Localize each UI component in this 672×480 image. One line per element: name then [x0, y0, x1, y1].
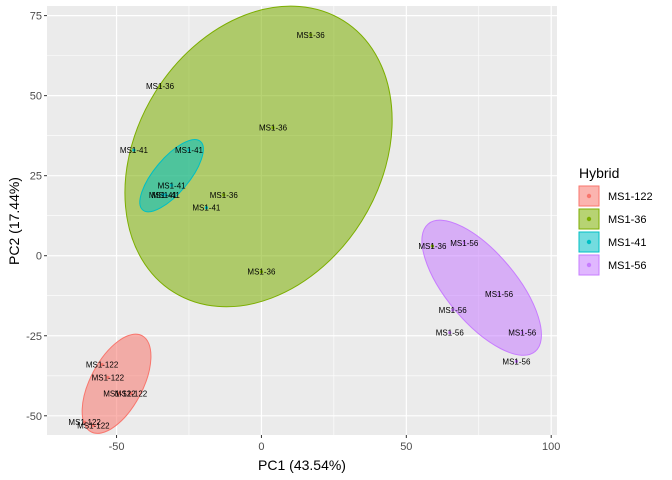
point-ms1-41	[204, 206, 208, 210]
legend-title: Hybrid	[579, 165, 619, 181]
x-tick-label: 100	[542, 441, 560, 453]
legend-label-ms1-41: MS1-41	[608, 237, 647, 249]
legend-label-ms1-36: MS1-36	[608, 214, 647, 226]
y-tick-label: -25	[26, 331, 42, 343]
legend-dot-ms1-36	[586, 216, 592, 222]
legend-dot-ms1-56	[586, 262, 592, 268]
point-ms1-41	[164, 193, 168, 197]
y-tick-label: 25	[30, 171, 42, 183]
legend-label-ms1-122: MS1-122	[608, 191, 653, 203]
point-ms1-36	[158, 84, 162, 88]
x-axis-title: PC1 (43.54%)	[258, 457, 346, 473]
point-label: MS1-36	[146, 82, 175, 91]
point-label: MS1-122	[92, 373, 125, 382]
point-label: MS1-41	[120, 146, 149, 155]
point-ms1-36	[430, 244, 434, 248]
point-label: MS1-41	[175, 146, 204, 155]
point-label: MS1-41	[158, 181, 187, 190]
point-ms1-122	[117, 391, 122, 395]
x-tick-label: 50	[400, 441, 412, 453]
point-label: MS1-56	[502, 357, 531, 366]
y-tick-label: 0	[36, 251, 42, 263]
legend-dot-ms1-122	[586, 193, 592, 199]
y-tick-label: 75	[30, 11, 42, 23]
ellipse-ms1-56	[421, 219, 542, 356]
point-label: MS1-122	[115, 389, 148, 398]
point-label: MS1-122	[86, 361, 119, 370]
point-ms1-36	[309, 33, 313, 37]
y-tick-label: -50	[26, 411, 42, 423]
point-ms1-122	[83, 420, 87, 424]
point-ms1-36	[222, 193, 226, 197]
ellipse-ms1-41	[139, 139, 204, 213]
point-ms1-122	[106, 375, 110, 379]
x-axis-ticks: -50 0 50 100	[109, 435, 560, 453]
point-ms1-56	[514, 359, 519, 363]
y-axis-ticks: -50 -25 0 25 50 75	[26, 11, 47, 423]
point-ms1-56	[520, 330, 524, 335]
x-tick-label: -50	[109, 441, 125, 453]
point-ms1-41	[161, 193, 165, 197]
point-label: MS1-122	[77, 421, 110, 430]
point-labels: MS1-122MS1-122MS1-122MS1-122MS1-122MS1-1…	[68, 31, 536, 431]
legend: Hybrid MS1-122 MS1-36 MS1-41 MS1-56	[578, 165, 653, 276]
point-ms1-56	[462, 241, 466, 245]
point-label: MS1-36	[210, 191, 239, 200]
point-label: MS1-41	[149, 191, 178, 200]
point-label: MS1-36	[297, 31, 326, 40]
point-label: MS1-122	[68, 418, 101, 427]
point-ms1-122	[129, 391, 133, 395]
point-label: MS1-36	[247, 268, 276, 277]
point-ms1-36	[271, 126, 275, 130]
confidence-ellipses	[81, 5, 542, 434]
point-label: MS1-41	[152, 191, 181, 200]
point-label: MS1-41	[192, 204, 221, 213]
point-ms1-36	[259, 270, 264, 274]
point-label: MS1-56	[485, 290, 514, 299]
point-ms1-56	[448, 330, 452, 335]
legend-dot-ms1-41	[586, 239, 592, 245]
point-label: MS1-36	[418, 242, 447, 251]
point-label: MS1-122	[103, 389, 136, 398]
point-label: MS1-56	[508, 329, 537, 338]
point-ms1-122	[100, 362, 104, 367]
point-ms1-56	[451, 308, 455, 312]
point-label: MS1-56	[436, 329, 465, 338]
point-ms1-56	[497, 292, 501, 296]
point-label: MS1-56	[450, 239, 479, 248]
y-axis-title: PC2 (17.44%)	[6, 177, 22, 265]
point-ms1-41	[132, 148, 136, 152]
point-ms1-41	[187, 148, 191, 152]
point-label: MS1-56	[439, 306, 468, 315]
x-tick-label: 0	[258, 441, 264, 453]
point-ms1-122	[91, 423, 95, 427]
legend-label-ms1-56: MS1-56	[608, 260, 647, 272]
y-tick-label: 50	[30, 91, 42, 103]
data-points	[83, 33, 524, 427]
point-ms1-41	[170, 183, 174, 187]
ellipse-ms1-122	[81, 333, 152, 434]
point-label: MS1-36	[259, 124, 288, 133]
ellipse-ms1-36	[124, 5, 393, 308]
